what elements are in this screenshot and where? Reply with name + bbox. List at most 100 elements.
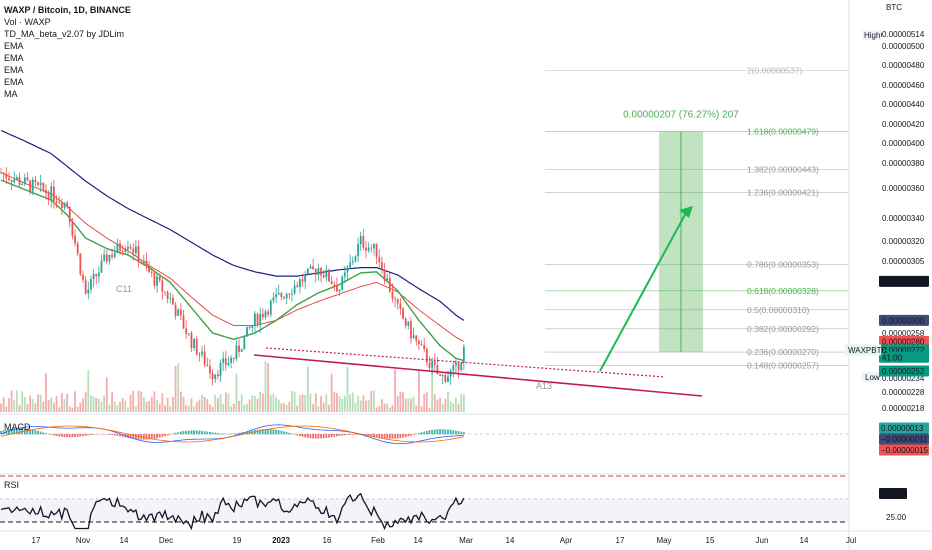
candle-body[interactable]	[129, 246, 132, 249]
candle-body[interactable]	[219, 362, 222, 377]
candle-body[interactable]	[420, 343, 423, 346]
macd-badge[interactable]	[879, 433, 929, 445]
candle-body[interactable]	[240, 349, 243, 352]
candle-body[interactable]	[174, 304, 177, 316]
candle-body[interactable]	[8, 178, 10, 181]
price-tick[interactable]: 0.00000218	[882, 404, 925, 413]
candle-body[interactable]	[172, 297, 174, 305]
candle-body[interactable]	[127, 246, 129, 250]
candle-body[interactable]	[121, 250, 124, 252]
candle-body[interactable]	[74, 235, 76, 244]
candle-body[interactable]	[5, 173, 8, 179]
price-tick[interactable]: 0.00000340	[882, 214, 925, 223]
candle-body[interactable]	[100, 260, 103, 273]
time-tick[interactable]: Apr	[560, 536, 573, 545]
candle-body[interactable]	[285, 293, 288, 299]
candle-body[interactable]	[246, 326, 248, 337]
candle-body[interactable]	[267, 311, 270, 315]
time-tick[interactable]: 14	[800, 536, 809, 545]
candle-body[interactable]	[34, 179, 37, 183]
candle-body[interactable]	[140, 262, 143, 264]
candle-body[interactable]	[428, 362, 431, 368]
candle-body[interactable]	[15, 177, 18, 180]
candle-body[interactable]	[230, 357, 233, 363]
time-tick[interactable]: 14	[506, 536, 515, 545]
candle-body[interactable]	[224, 358, 227, 365]
candle-body[interactable]	[433, 361, 436, 366]
indicator-label[interactable]: EMA	[4, 53, 24, 63]
price-badge[interactable]	[879, 314, 929, 326]
candle-body[interactable]	[195, 338, 198, 355]
rsi-value-badge[interactable]	[879, 488, 907, 499]
time-axis[interactable]: 17 Nov 14 Dec 19 2023 16 Feb 14 Mar 14 Apr 17 May 15 Ju…	[0, 530, 932, 545]
candle-body[interactable]	[330, 281, 333, 285]
rsi-label[interactable]: RSI	[4, 480, 20, 490]
candle-body[interactable]	[296, 285, 299, 288]
candle-body[interactable]	[193, 338, 195, 349]
candle-body[interactable]	[431, 361, 434, 368]
candle-body[interactable]	[394, 298, 397, 300]
candle-body[interactable]	[336, 285, 338, 292]
candle-body[interactable]	[13, 179, 16, 183]
candle-body[interactable]	[439, 374, 441, 377]
time-tick[interactable]: Mar	[459, 536, 473, 545]
macd-badge[interactable]	[879, 444, 929, 456]
candle-body[interactable]	[396, 299, 399, 304]
candle-body[interactable]	[232, 357, 235, 360]
symbol-title[interactable]: WAXP / Bitcoin, 1D, BINANCE	[4, 5, 131, 15]
candle-body[interactable]	[325, 269, 328, 278]
candle-body[interactable]	[76, 243, 79, 254]
candle-body[interactable]	[322, 275, 325, 278]
candle-body[interactable]	[251, 325, 254, 328]
candle-body[interactable]	[346, 267, 349, 273]
candle-body[interactable]	[179, 309, 182, 316]
candle-body[interactable]	[190, 333, 193, 349]
candle-body[interactable]	[60, 203, 63, 208]
candle-body[interactable]	[26, 177, 29, 181]
candle-body[interactable]	[447, 376, 449, 382]
candle-body[interactable]	[351, 261, 354, 263]
candle-body[interactable]	[82, 274, 84, 280]
candle-body[interactable]	[47, 193, 50, 200]
candle-body[interactable]	[280, 293, 283, 298]
fib-label[interactable]: 0.5(0.00000310)	[747, 305, 810, 315]
price-tick[interactable]: 0.00000258	[882, 329, 925, 338]
indicator-label[interactable]: MA	[4, 89, 18, 99]
time-tick[interactable]: Dec	[159, 536, 173, 545]
candle-body[interactable]	[333, 284, 336, 286]
candle-body[interactable]	[298, 279, 301, 288]
time-tick[interactable]: 14	[414, 536, 423, 545]
candle-body[interactable]	[84, 279, 87, 294]
candle-body[interactable]	[10, 180, 13, 183]
candle-body[interactable]	[53, 186, 55, 202]
candle-body[interactable]	[301, 279, 304, 282]
candle-body[interactable]	[304, 274, 307, 282]
candle-body[interactable]	[0, 172, 2, 174]
price-tick[interactable]: 0.00000228	[882, 388, 925, 397]
indicator-label[interactable]: EMA	[4, 65, 24, 75]
candle-body[interactable]	[365, 247, 367, 251]
candle-body[interactable]	[177, 309, 180, 316]
candle-body[interactable]	[328, 269, 330, 282]
candle-body[interactable]	[2, 172, 5, 174]
candle-body[interactable]	[309, 266, 312, 269]
candle-body[interactable]	[108, 254, 111, 262]
support-trendline-dotted[interactable]	[265, 347, 666, 378]
candle-body[interactable]	[275, 294, 277, 298]
price-tick[interactable]: 0.00000320	[882, 237, 925, 246]
indicator-label[interactable]: Vol · WAXP	[4, 17, 51, 27]
candle-body[interactable]	[457, 362, 460, 371]
candle-body[interactable]	[132, 248, 135, 254]
candle-body[interactable]	[362, 235, 365, 248]
time-tick[interactable]: 15	[706, 536, 715, 545]
candle-body[interactable]	[169, 297, 172, 299]
candle-body[interactable]	[201, 351, 203, 355]
candle-body[interactable]	[90, 279, 92, 290]
candle-body[interactable]	[153, 272, 156, 286]
candle-body[interactable]	[124, 249, 127, 252]
candle-body[interactable]	[388, 278, 391, 292]
candle-body[interactable]	[338, 289, 341, 292]
price-tick[interactable]: 0.00000305	[882, 257, 925, 266]
time-tick[interactable]: 16	[323, 536, 332, 545]
